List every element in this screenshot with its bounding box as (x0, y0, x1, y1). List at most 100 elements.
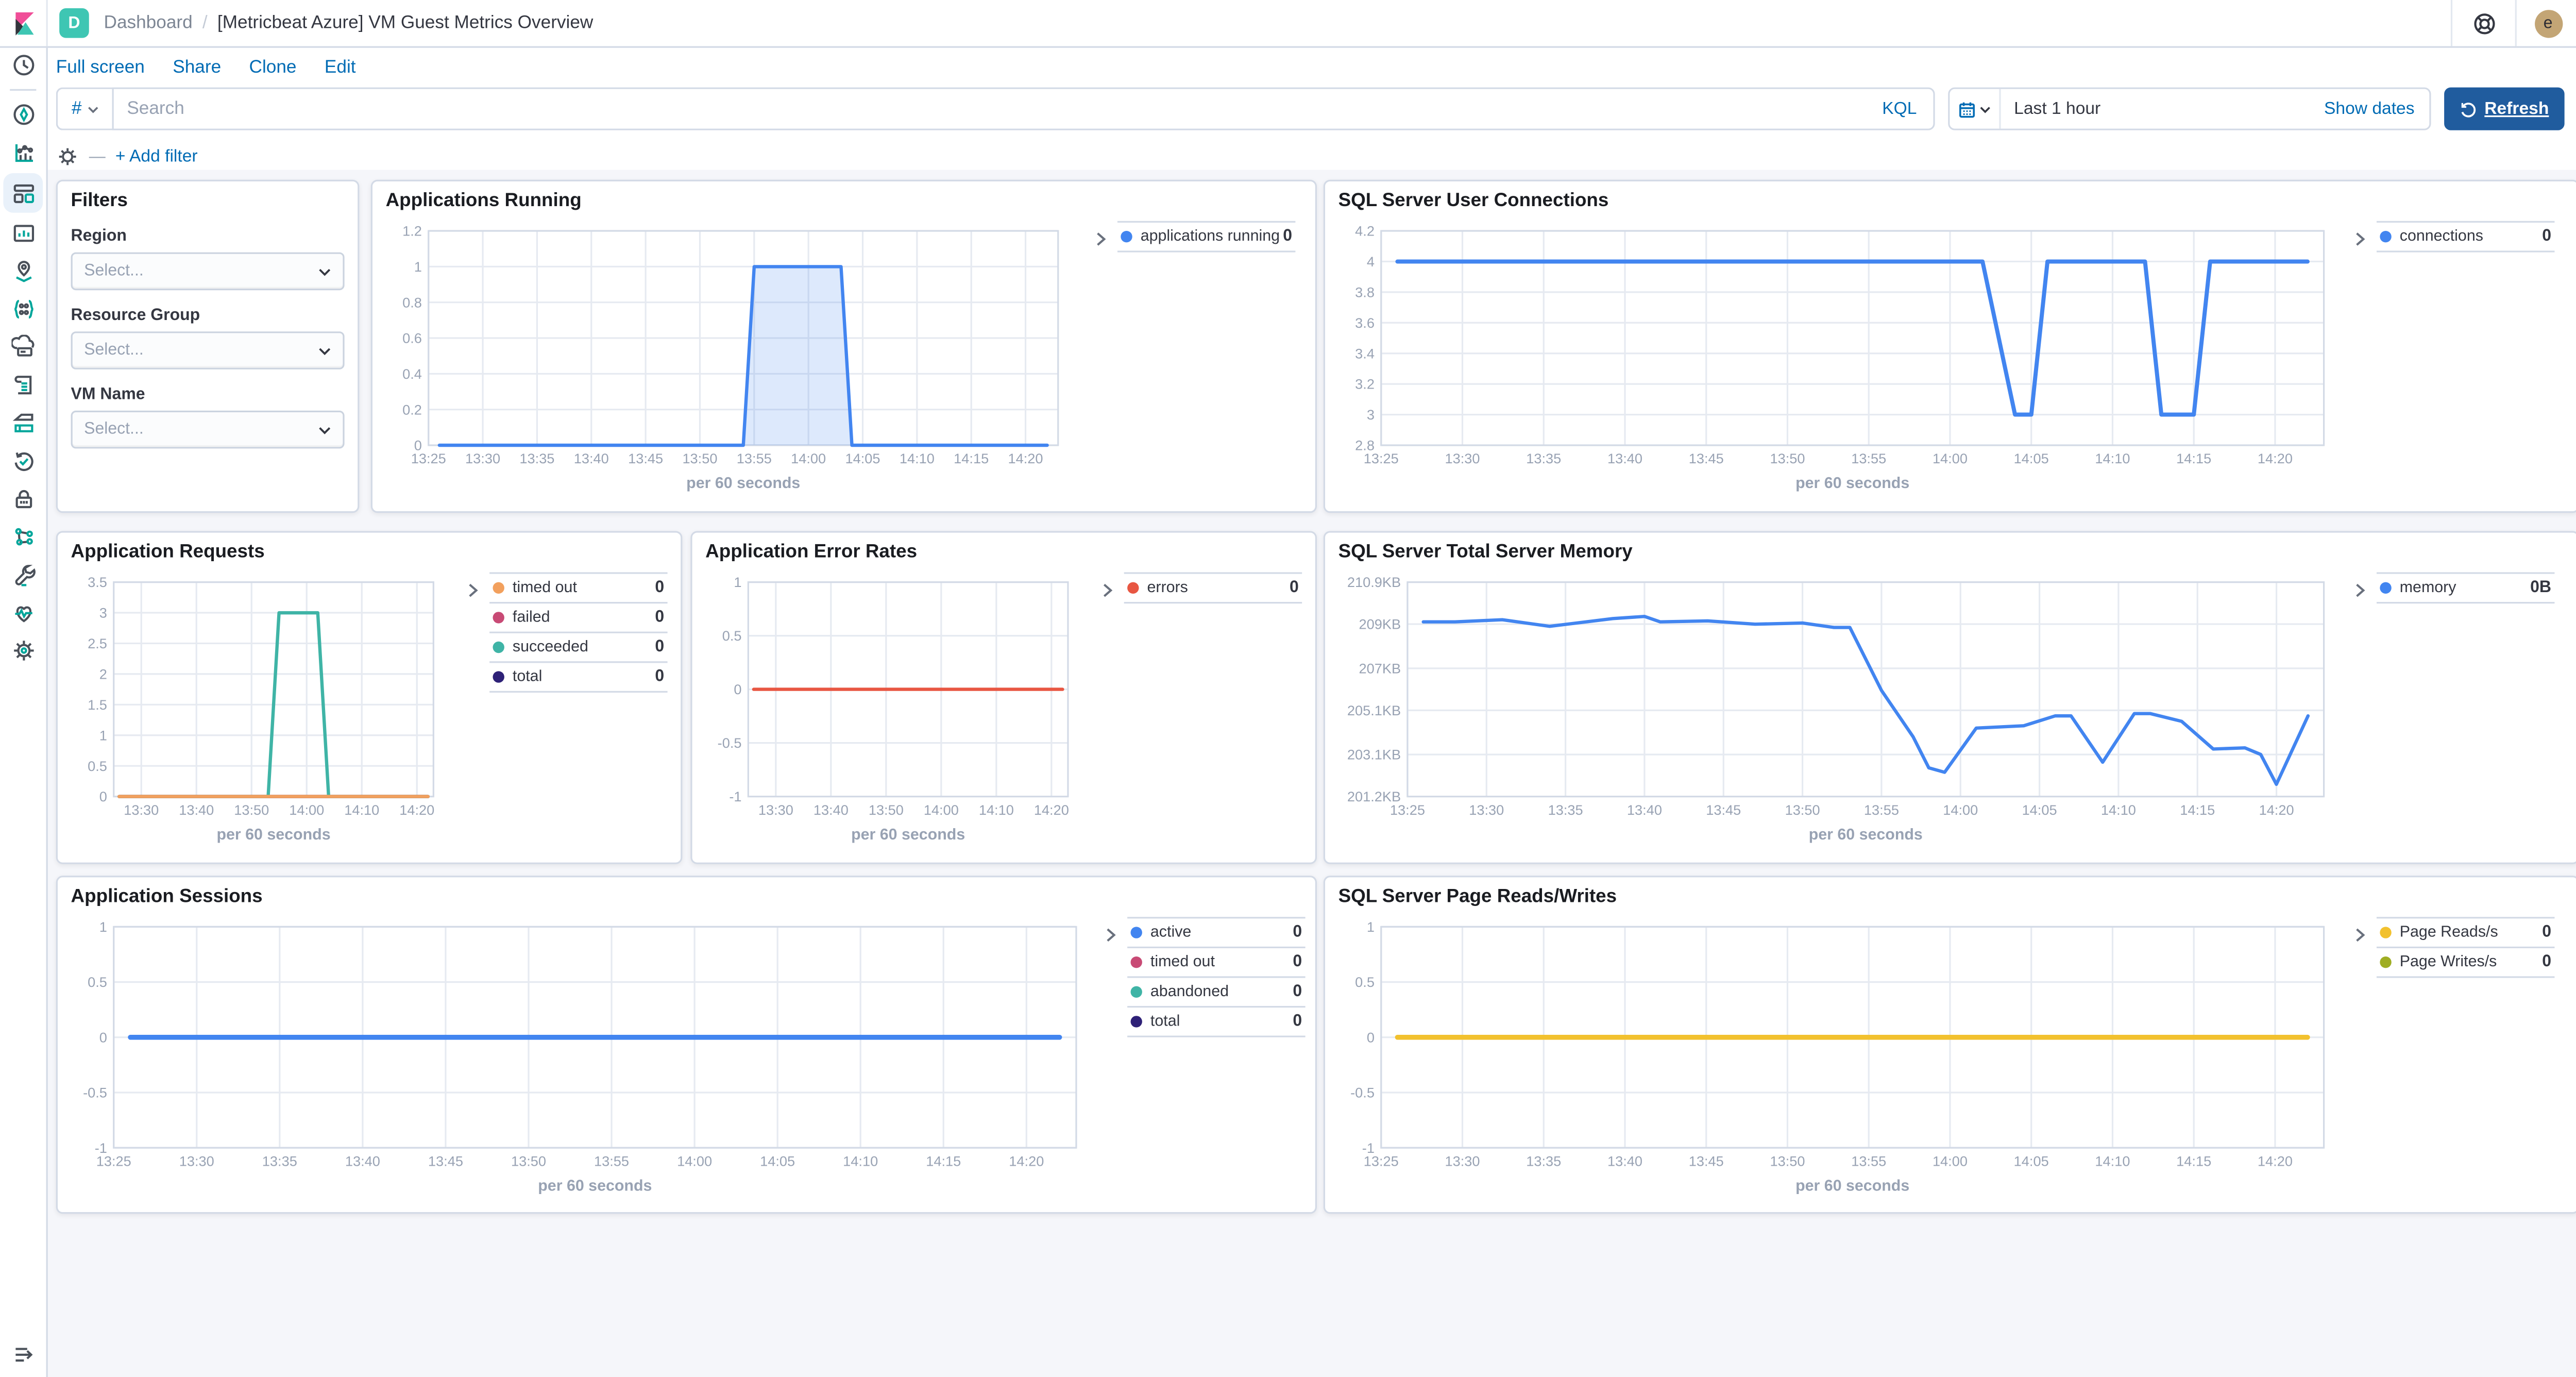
region-select[interactable]: Select... (71, 253, 345, 291)
svg-text:14:05: 14:05 (2014, 1153, 2049, 1169)
legend-item[interactable]: applications running0 (1117, 221, 1295, 253)
legend-expand-icon[interactable] (1094, 231, 1108, 247)
legend-expand-icon[interactable] (2353, 582, 2367, 599)
legend: memory0B (2353, 572, 2554, 603)
user-menu-button[interactable]: e (2517, 0, 2576, 46)
panel-sql-page-reads-writes: SQL Server Page Reads/Writes -1-0.500.51… (1324, 876, 2576, 1214)
legend-item[interactable]: active0 (1127, 917, 1305, 947)
legend-item[interactable]: total0 (1127, 1006, 1305, 1037)
time-range-value[interactable]: Last 1 hour (2001, 99, 2101, 119)
legend-expand-icon[interactable] (466, 582, 480, 599)
legend-item[interactable]: Page Writes/s0 (2377, 947, 2554, 978)
svg-text:13:50: 13:50 (869, 802, 904, 818)
svg-text:14:10: 14:10 (2095, 450, 2130, 466)
legend-item[interactable]: timed out0 (1127, 947, 1305, 977)
sidebar-item-machine-learning[interactable] (0, 290, 46, 328)
legend-item[interactable]: Page Reads/s0 (2377, 917, 2554, 947)
resource-group-select[interactable]: Select... (71, 331, 345, 370)
saved-query-menu-button[interactable]: # (56, 88, 112, 130)
svg-text:3: 3 (99, 605, 107, 621)
svg-text:13:40: 13:40 (1627, 802, 1662, 818)
clone-button[interactable]: Clone (249, 58, 297, 77)
sidebar-item-canvas[interactable] (0, 214, 46, 253)
query-language-button[interactable]: KQL (1866, 99, 1933, 119)
gear-icon (11, 638, 36, 663)
sidebar-item-uptime[interactable] (0, 442, 46, 480)
sidebar-item-visualize[interactable] (0, 133, 46, 172)
sidebar-item-maps[interactable] (0, 253, 46, 291)
panel-title: SQL Server Page Reads/Writes (1325, 877, 2576, 907)
svg-text:4.2: 4.2 (1355, 223, 1375, 239)
application-requests-chart[interactable]: 00.511.522.533.513:3013:4013:5014:0014:1… (64, 569, 447, 849)
main-area: Full screen Share Clone Edit # KQL (46, 46, 2576, 1377)
svg-text:13:40: 13:40 (1607, 450, 1642, 466)
legend-item[interactable]: abandoned0 (1127, 976, 1305, 1006)
legend-item[interactable]: memory0B (2377, 572, 2554, 603)
help-menu-button[interactable] (2452, 0, 2515, 46)
sidebar-item-security[interactable] (0, 480, 46, 518)
svg-text:1.2: 1.2 (402, 223, 422, 239)
menu-expand-icon (11, 1342, 36, 1367)
series-color-dot (493, 612, 504, 623)
chevron-down-icon (318, 425, 331, 434)
svg-text:13:45: 13:45 (1689, 450, 1724, 466)
svg-text:13:35: 13:35 (519, 450, 554, 466)
svg-text:13:50: 13:50 (1770, 1153, 1805, 1169)
series-color-dot (2380, 927, 2391, 938)
breadcrumb-dashboard[interactable]: Dashboard (104, 13, 193, 33)
legend-label: timed out (513, 579, 577, 597)
legend-expand-icon[interactable] (1104, 927, 1117, 943)
legend-value: 0 (2542, 228, 2551, 246)
show-dates-button[interactable]: Show dates (2324, 99, 2429, 119)
sidebar-item-stack-monitoring[interactable] (0, 594, 46, 632)
legend-item[interactable]: total0 (489, 661, 667, 693)
svg-text:13:40: 13:40 (814, 802, 849, 818)
svg-text:3.2: 3.2 (1355, 376, 1375, 392)
legend-expand-icon[interactable] (2353, 927, 2367, 943)
search-input[interactable] (114, 99, 1866, 119)
legend-item[interactable]: succeeded0 (489, 632, 667, 662)
sidebar-item-hosts[interactable] (0, 328, 46, 366)
sidebar-item-logs[interactable] (0, 366, 46, 404)
sidebar-item-metrics[interactable] (0, 404, 46, 442)
sidebar-item-recently-viewed[interactable] (0, 46, 46, 85)
legend-item[interactable]: timed out0 (489, 572, 667, 602)
sql-page-reads-writes-chart[interactable]: -1-0.500.5113:2513:3013:3513:4013:4513:5… (1332, 914, 2337, 1201)
refresh-button[interactable]: Refresh (2444, 88, 2565, 130)
svg-text:13:35: 13:35 (262, 1153, 297, 1169)
sql-total-server-memory-chart[interactable]: 201.2KB203.1KB205.1KB207KB209KB210.9KB13… (1332, 569, 2337, 849)
sql-user-connections-chart[interactable]: 2.833.23.43.63.844.213:2513:3013:3513:40… (1332, 217, 2337, 498)
svg-text:13:30: 13:30 (1445, 1153, 1480, 1169)
sidebar-item-dev-tools[interactable] (0, 556, 46, 594)
legend-expand-icon[interactable] (2353, 231, 2367, 247)
svg-text:0: 0 (99, 788, 107, 804)
dashboard-icon (11, 180, 36, 205)
full-screen-button[interactable]: Full screen (56, 58, 145, 77)
kibana-logo[interactable] (0, 0, 48, 46)
legend-item[interactable]: failed0 (489, 602, 667, 632)
application-sessions-chart[interactable]: -1-0.500.5113:2513:3013:3513:4013:4513:5… (64, 914, 1090, 1201)
legend-item[interactable]: errors0 (1124, 572, 1302, 603)
add-filter-button[interactable]: + Add filter (115, 147, 198, 166)
applications-running-chart[interactable]: 00.20.40.60.811.213:2513:3013:3513:4013:… (379, 217, 1072, 498)
series-color-dot (493, 642, 504, 653)
breadcrumb-separator: / (202, 13, 208, 33)
sidebar-item-apm[interactable] (0, 518, 46, 556)
filter-settings-gear-icon[interactable] (56, 145, 79, 169)
vm-name-select[interactable]: Select... (71, 411, 345, 449)
dashboard-app-badge[interactable]: D (59, 8, 89, 38)
svg-text:0: 0 (99, 1029, 107, 1045)
sidebar-item-stack-management[interactable] (0, 632, 46, 670)
date-quick-select-button[interactable] (1950, 89, 2001, 129)
legend-item[interactable]: connections0 (2377, 221, 2554, 253)
svg-text:3: 3 (1367, 407, 1375, 423)
collapse-menu-button[interactable] (0, 1342, 46, 1367)
sidebar-item-discover[interactable] (0, 96, 46, 134)
sidebar-item-dashboard[interactable] (0, 172, 46, 214)
series-color-dot (1131, 1016, 1142, 1027)
application-error-rates-chart[interactable]: -1-0.500.5113:3013:4013:5014:0014:1014:2… (699, 569, 1081, 849)
share-button[interactable]: Share (173, 58, 221, 77)
legend-expand-icon[interactable] (1101, 582, 1114, 599)
svg-text:14:05: 14:05 (845, 450, 880, 466)
edit-button[interactable]: Edit (325, 58, 356, 77)
